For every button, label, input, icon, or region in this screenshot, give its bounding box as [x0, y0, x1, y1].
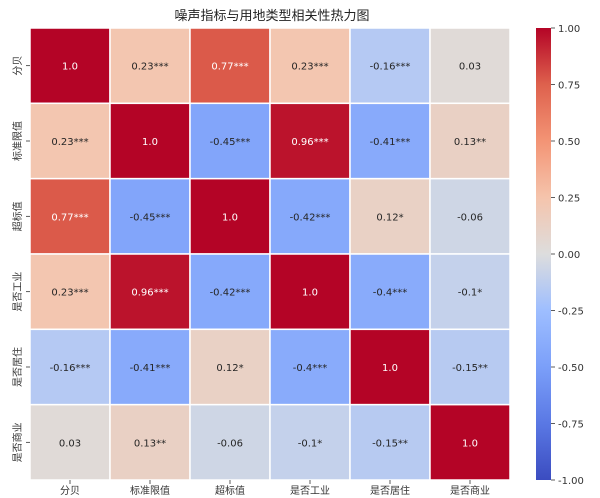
- row-tick-label: 是否工业: [12, 272, 24, 312]
- cell-annotation: -0.4***: [293, 363, 328, 374]
- cell-annotation: 0.77***: [51, 212, 88, 223]
- cell-annotation: -0.16***: [50, 363, 91, 374]
- heatmap-cell: [189, 328, 271, 406]
- cell-annotation: -0.06: [457, 212, 483, 223]
- cell-annotation: -0.45***: [210, 137, 251, 148]
- cell-annotation: -0.15**: [452, 363, 488, 374]
- cell-annotation: -0.42***: [210, 288, 251, 299]
- cell-annotation: 0.23***: [51, 288, 88, 299]
- cell-annotation: 0.03: [59, 438, 81, 449]
- heatmap-cell: [429, 102, 511, 180]
- heatmap-cell: [29, 328, 111, 406]
- colorbar-tick-label: 0.50: [558, 137, 580, 148]
- chart-title: 噪声指标与用地类型相关性热力图: [174, 9, 369, 24]
- heatmap-cell: [429, 253, 511, 331]
- heatmap-cell: [269, 253, 351, 331]
- column-tick-labels: 分贝 标准限值 超标值 是否工业 是否居住 是否商业: [60, 480, 490, 497]
- cell-annotation: 0.03: [459, 62, 481, 73]
- row-tick-label: 分贝: [12, 56, 24, 76]
- cell-annotation: 1.0: [222, 212, 238, 223]
- row-tick-label: 超标值: [11, 201, 24, 231]
- heatmap-cell: [109, 253, 191, 331]
- colorbar-tick-label: 1.00: [558, 24, 580, 35]
- cell-annotation: 0.23***: [131, 62, 168, 73]
- cell-annotation: -0.1*: [458, 288, 483, 299]
- cell-annotation: -0.4***: [373, 288, 408, 299]
- colorbar-tick-label: 0.25: [558, 194, 580, 205]
- heatmap-cell: [429, 403, 511, 481]
- colorbar-tick-label: -0.25: [558, 307, 584, 318]
- row-tick-label: 是否商业: [11, 422, 24, 462]
- cell-annotation: 0.96***: [291, 137, 328, 148]
- cell-annotation: 0.96***: [131, 288, 168, 299]
- column-tick-label: 超标值: [215, 484, 245, 497]
- colorbar-tick-label: 0.75: [558, 81, 580, 92]
- cell-annotation: -0.1*: [298, 438, 323, 449]
- heatmap-cell: [269, 102, 351, 180]
- colorbar-tick-label: -1.00: [558, 476, 584, 487]
- heatmap-cell: [429, 328, 511, 406]
- heatmap-cell: [29, 253, 111, 331]
- heatmap-cell: [189, 27, 271, 105]
- column-tick-label: 分贝: [60, 485, 80, 497]
- colorbar: 1.00 0.75 0.50 0.25 0.00 -0.25 -0.50 -0.75 -1.00: [536, 24, 584, 487]
- heatmap-cell: [29, 403, 111, 481]
- cell-annotation: -0.41***: [130, 363, 171, 374]
- row-tick-label: 是否居住: [11, 347, 24, 387]
- cell-annotation: 1.0: [382, 363, 398, 374]
- heatmap-cell: [109, 102, 191, 180]
- heatmap-cells: 1.0 0.23*** 0.77*** 0.23*** -0.16*** 0.03 0.23…: [29, 27, 511, 481]
- cell-annotation: 0.13**: [454, 137, 486, 148]
- heatmap-cell: [429, 177, 511, 255]
- heatmap-cell: [269, 177, 351, 255]
- heatmap-cell: [349, 177, 431, 255]
- column-tick-label: 是否商业: [450, 484, 490, 497]
- cell-annotation: -0.06: [217, 438, 243, 449]
- heatmap-cell: [269, 328, 351, 406]
- colorbar-tick-label: 0.00: [558, 250, 580, 261]
- cell-annotation: 1.0: [62, 62, 78, 73]
- heatmap-cell: [109, 27, 191, 105]
- cell-annotation: 1.0: [142, 137, 158, 148]
- heatmap-cell: [29, 27, 111, 105]
- cell-annotation: -0.16***: [370, 62, 411, 73]
- cell-annotation: -0.42***: [290, 212, 331, 223]
- cell-annotation: -0.41***: [370, 137, 411, 148]
- cell-annotation: 0.12*: [376, 212, 403, 223]
- colorbar-ticks: 1.00 0.75 0.50 0.25 0.00 -0.25 -0.50 -0.75 -1.00: [551, 24, 584, 487]
- cell-annotation: 1.0: [462, 438, 478, 449]
- colorbar-tick-label: -0.50: [558, 363, 584, 374]
- cell-annotation: 1.0: [302, 288, 318, 299]
- column-tick-label: 标准限值: [130, 484, 170, 497]
- column-tick-label: 是否居住: [370, 484, 410, 497]
- cell-annotation: 0.77***: [211, 62, 248, 73]
- cell-annotation: -0.45***: [130, 212, 171, 223]
- cell-annotation: 0.23***: [51, 137, 88, 148]
- cell-annotation: 0.13**: [134, 438, 166, 449]
- colorbar-gradient: [536, 28, 551, 480]
- heatmap-cell: [109, 177, 191, 255]
- colorbar-tick-label: -0.75: [558, 420, 584, 431]
- heatmap-cell: [349, 253, 431, 331]
- heatmap-cell: [429, 27, 511, 105]
- heatmap-cell: [189, 253, 271, 331]
- column-tick-label: 是否工业: [290, 485, 330, 497]
- cell-annotation: 0.23***: [291, 62, 328, 73]
- row-tick-label: 标准限值: [11, 121, 24, 161]
- cell-annotation: 0.12*: [216, 363, 243, 374]
- heatmap-cell: [349, 328, 431, 406]
- cell-annotation: -0.15**: [372, 438, 408, 449]
